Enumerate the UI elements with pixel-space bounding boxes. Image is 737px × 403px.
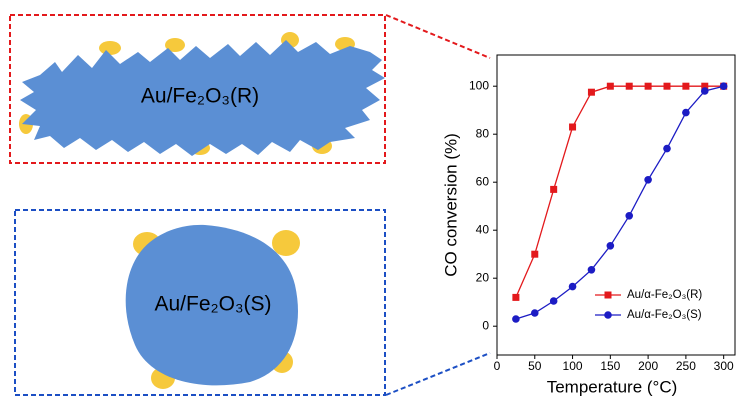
data-point: [550, 186, 557, 193]
series-line: [516, 86, 724, 319]
data-point: [512, 315, 520, 323]
legend-marker: [605, 292, 612, 299]
diagram-label: Au/Fe₂O₃(R): [141, 85, 259, 108]
figure: Au/Fe₂O₃(R) Au/Fe₂O₃(S) Temperature (°C)…: [0, 0, 737, 403]
data-point: [682, 109, 690, 117]
data-point: [644, 176, 652, 184]
data-point: [720, 82, 728, 90]
data-point: [531, 309, 539, 317]
data-point: [550, 297, 558, 305]
data-point: [588, 266, 596, 274]
data-point: [607, 242, 615, 250]
y-tick-label: 80: [476, 126, 490, 140]
y-axis-label: CO conversion (%): [441, 133, 460, 277]
data-point: [645, 83, 652, 90]
data-point: [607, 83, 614, 90]
data-point: [569, 283, 577, 291]
series-line: [516, 86, 724, 297]
x-tick-label: 200: [638, 359, 658, 373]
data-point: [588, 89, 595, 96]
legend-label: Au/α-Fe₂O₃(R): [627, 289, 702, 301]
data-point: [626, 83, 633, 90]
data-point: [625, 212, 633, 220]
data-point: [701, 87, 709, 95]
x-tick-label: 300: [714, 359, 734, 373]
y-tick-label: 100: [469, 78, 489, 92]
data-point: [682, 83, 689, 90]
data-point: [569, 124, 576, 131]
y-tick-label: 60: [476, 174, 490, 188]
x-tick-label: 100: [563, 359, 583, 373]
legend-label: Au/α-Fe₂O₃(S): [627, 309, 702, 321]
legend-marker: [604, 311, 612, 319]
diagram-label: Au/Fe₂O₃(S): [154, 293, 271, 316]
data-point: [512, 294, 519, 301]
data-point: [664, 83, 671, 90]
connector: [386, 353, 490, 395]
x-tick-label: 250: [676, 359, 696, 373]
x-tick-label: 0: [494, 359, 501, 373]
connector: [386, 15, 490, 58]
data-point: [663, 145, 671, 153]
y-tick-label: 40: [476, 222, 490, 236]
y-tick-label: 0: [482, 318, 489, 332]
data-point: [531, 251, 538, 258]
x-tick-label: 50: [528, 359, 542, 373]
x-axis-label: Temperature (°C): [547, 377, 678, 396]
x-tick-label: 150: [600, 359, 620, 373]
y-tick-label: 20: [476, 270, 490, 284]
